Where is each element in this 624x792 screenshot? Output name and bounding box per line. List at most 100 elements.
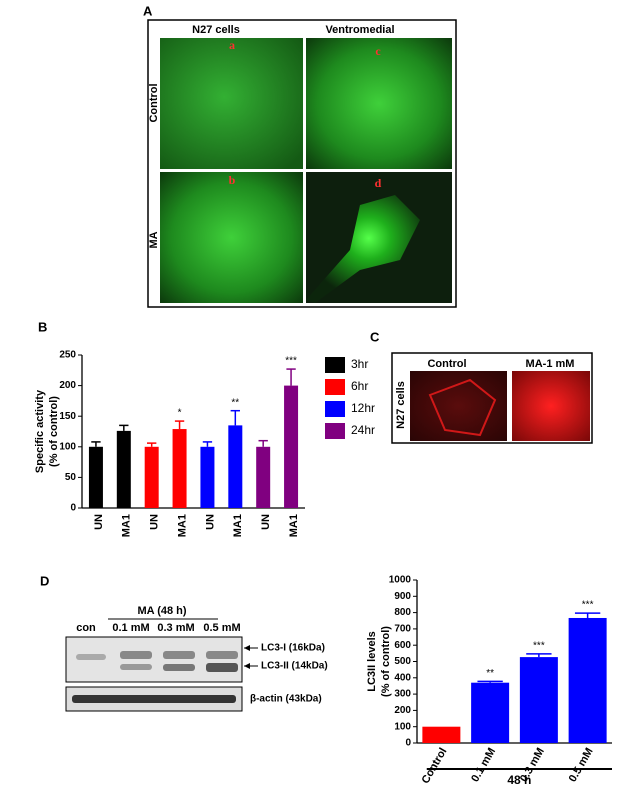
x-tick-label: MA1 [288,514,300,537]
y-axis-label: Specific activity [34,389,46,473]
y-tick-label: 150 [59,411,76,422]
y-axis-label: (% of control) [380,626,392,697]
arrow [244,645,250,651]
y-tick-label: 300 [394,689,411,700]
band [72,695,236,703]
y-tick-label: 500 [394,656,411,667]
y-tick-label: 900 [394,591,411,602]
bar [256,446,271,508]
x-tick-label: 0.1 mM [469,746,498,784]
legend-swatch [325,423,345,439]
treatment-label: MA (48 h) [137,605,186,617]
y-tick-label: 250 [59,350,76,361]
micrograph [512,371,590,441]
image-letter: d [375,176,382,190]
y-tick-label: 100 [394,721,411,732]
legend-label: 3hr [351,357,368,371]
image-letter: c [375,44,381,58]
bar [284,385,299,508]
column-header: Control [427,358,466,370]
y-tick-label: 800 [394,607,411,618]
bar [568,617,607,743]
significance: ** [231,397,239,408]
band [163,664,195,671]
legend-label: 12hr [351,401,375,415]
micrograph [410,371,507,441]
image-letter: b [229,173,236,187]
micrograph [306,38,452,169]
x-tick-label: MA1 [121,514,133,537]
y-axis-label: LC3II levels [366,631,378,692]
y-tick-label: 1000 [389,575,412,586]
legend-label: 6hr [351,379,368,393]
y-tick-label: 400 [394,672,411,683]
column-header: MA-1 mM [526,358,575,370]
x-tick-label: 0.5 mM [567,746,596,784]
panel-label: C [370,329,380,344]
panel-frame [147,19,457,308]
band [206,663,238,672]
image-letter: a [229,38,235,52]
column-header: Ventromedial [325,24,394,36]
lane-label: 0.3 mM [157,622,194,634]
y-tick-label: 50 [65,472,77,483]
group-label: 48 h [507,773,531,787]
bar [116,430,131,508]
lane-label: 0.5 mM [203,622,240,634]
x-tick-label: UN [149,514,161,530]
panel-label: A [143,3,153,18]
lane-label: 0.1 mM [112,622,149,634]
row-label: MA [148,231,160,248]
legend-swatch [325,379,345,395]
band [206,651,238,659]
bar [471,682,510,743]
band-label: LC3-I (16kDa) [261,643,325,654]
legend-swatch [325,357,345,373]
legend-label: 24hr [351,423,375,437]
micrograph [160,172,303,303]
lane-label: con [76,622,96,634]
x-tick-label: MA1 [176,514,188,537]
row-label: Control [148,83,160,122]
panel-label: D [40,573,49,588]
x-tick-label: UN [260,514,272,530]
bar [172,429,187,508]
significance: * [178,408,182,419]
significance: *** [285,356,297,367]
bar [144,446,159,508]
significance: *** [533,640,545,651]
legend-swatch [325,401,345,417]
row-label: N27 cells [395,381,407,429]
panel-label: B [38,319,47,334]
x-tick-label: UN [93,514,105,530]
y-tick-label: 200 [59,380,76,391]
cell-shape [428,378,497,437]
band-label: β-actin (43kDa) [250,694,322,705]
band [120,651,152,659]
bar [228,425,243,508]
y-tick-label: 0 [70,503,76,514]
bar [422,726,461,743]
x-tick-label: MA1 [232,514,244,537]
y-tick-label: 700 [394,624,411,635]
band-label: LC3-II (14kDa) [261,661,328,672]
column-header: N27 cells [192,24,240,36]
y-tick-label: 600 [394,640,411,651]
significance: *** [582,600,594,611]
cell-shape [306,195,420,303]
bar [200,446,215,508]
bar [88,446,103,508]
band [163,651,195,659]
x-tick-label: Control [420,746,450,786]
micrograph [160,38,303,169]
band [76,654,106,660]
arrow [244,663,250,669]
significance: ** [486,668,494,679]
panel-frame [391,352,593,444]
y-axis-label: (% of control) [48,396,60,467]
y-tick-label: 0 [405,738,411,749]
x-tick-label: UN [204,514,216,530]
y-tick-label: 200 [394,705,411,716]
